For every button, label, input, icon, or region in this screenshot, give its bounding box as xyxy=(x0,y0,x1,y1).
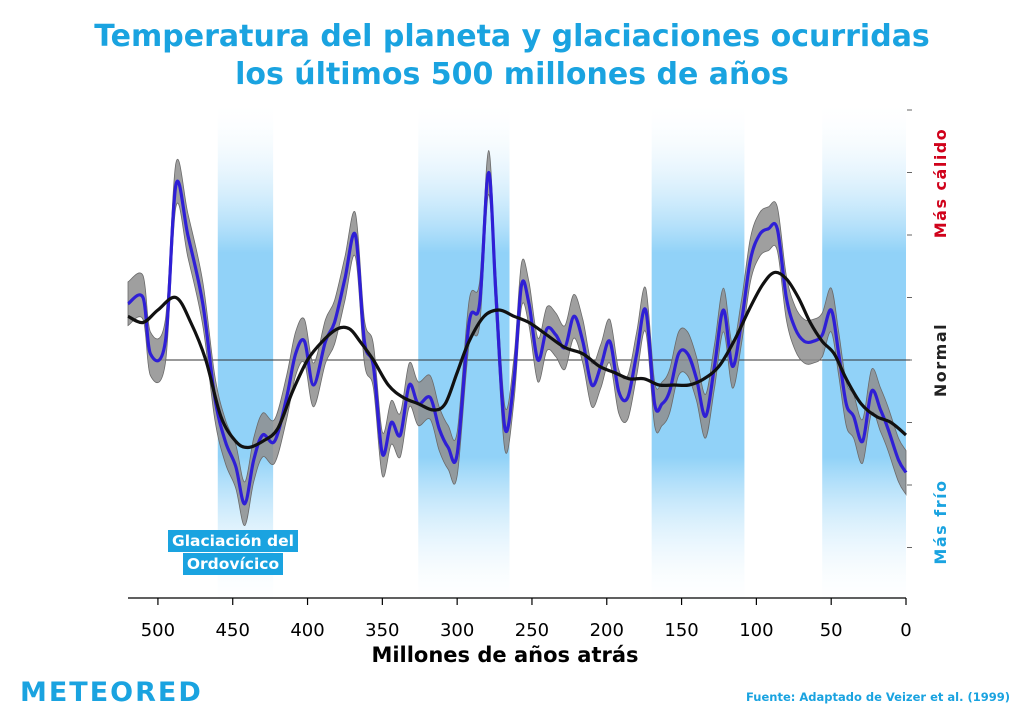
temperature-trend-line xyxy=(127,270,908,450)
title-line-1: Temperatura del planeta y glaciaciones o… xyxy=(94,19,930,54)
x-tick-label-150: 150 xyxy=(664,620,698,641)
source-prefix: Fuente: xyxy=(745,690,796,704)
title-line-2: los últimos 500 millones de años xyxy=(235,57,789,92)
x-tick-label-500: 500 xyxy=(141,620,175,641)
chart-title: Temperatura del planeta y glaciaciones o… xyxy=(0,18,1024,94)
glaciation-label-ordovician: Glaciación del Ordovícico xyxy=(168,530,298,576)
x-tick-label-200: 200 xyxy=(590,620,624,641)
x-tick-label-250: 250 xyxy=(515,620,549,641)
y-label-normal: Normal xyxy=(931,323,950,397)
x-tick-label-450: 450 xyxy=(216,620,250,641)
y-label-cold: Más frío xyxy=(931,479,950,564)
meteored-logo: METEORED xyxy=(20,677,203,708)
source-text: Adaptado de Veizer et al. (1999) xyxy=(799,690,1010,704)
x-tick-label-50: 50 xyxy=(820,620,843,641)
source-note: Fuente: Adaptado de Veizer et al. (1999) xyxy=(746,690,1010,704)
x-tick-label-300: 300 xyxy=(440,620,474,641)
x-tick-label-400: 400 xyxy=(290,620,324,641)
x-axis-label: Millones de años atrás xyxy=(371,643,638,667)
glaciation-label-line-2: Ordovícico xyxy=(182,553,284,575)
x-tick-label-0: 0 xyxy=(900,620,911,641)
x-tick-label-350: 350 xyxy=(365,620,399,641)
glaciation-label-line-1: Glaciación del xyxy=(168,530,298,552)
x-tick-label-100: 100 xyxy=(739,620,773,641)
y-label-warm: Más cálido xyxy=(931,128,950,239)
